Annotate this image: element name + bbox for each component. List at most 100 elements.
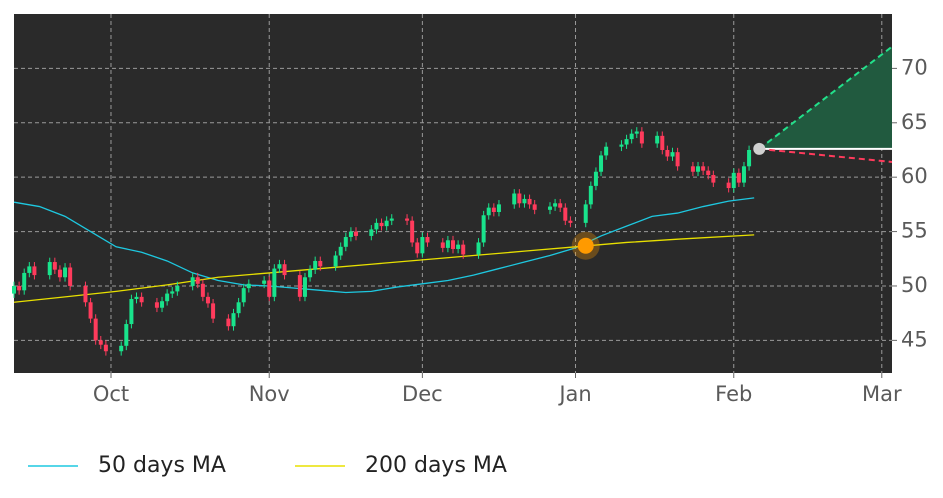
candle-body bbox=[563, 207, 568, 221]
candle-body bbox=[93, 318, 98, 341]
candle-body bbox=[205, 296, 210, 304]
candle-body bbox=[369, 229, 374, 236]
candle-body bbox=[262, 280, 267, 284]
candle-body bbox=[68, 267, 73, 286]
candle-body bbox=[736, 172, 741, 183]
candle-body bbox=[103, 344, 108, 352]
candle-body bbox=[731, 172, 736, 189]
candle-body bbox=[338, 246, 343, 256]
y-tick-label: 45 bbox=[901, 327, 928, 351]
candle-body bbox=[267, 280, 272, 297]
candle-body bbox=[83, 285, 88, 303]
candle-body bbox=[333, 255, 338, 267]
legend-label: 50 days MA bbox=[98, 453, 226, 478]
candle-body bbox=[343, 237, 348, 247]
candle-body bbox=[517, 193, 522, 204]
candle-body bbox=[175, 285, 180, 292]
candle-body bbox=[461, 244, 466, 255]
candle-body bbox=[374, 222, 379, 230]
candle-body bbox=[420, 237, 425, 254]
candle-body bbox=[384, 220, 389, 227]
candle-body bbox=[588, 185, 593, 205]
candle-body bbox=[47, 262, 52, 276]
candle-body bbox=[655, 135, 660, 144]
y-tick-label: 55 bbox=[901, 219, 928, 243]
candle-body bbox=[211, 303, 216, 319]
candle-body bbox=[170, 291, 175, 294]
candle-body bbox=[22, 272, 27, 291]
candle-body bbox=[410, 220, 415, 243]
candle-body bbox=[63, 267, 68, 278]
forecast-upper bbox=[758, 45, 893, 150]
candle-body bbox=[405, 218, 410, 221]
candle-body bbox=[297, 275, 302, 297]
candle-body bbox=[415, 242, 420, 254]
candle-body bbox=[665, 149, 670, 157]
candle-body bbox=[354, 231, 359, 236]
candle-body bbox=[52, 262, 57, 270]
candle-body bbox=[226, 318, 231, 327]
candle-body bbox=[522, 198, 527, 204]
candle-body bbox=[425, 237, 430, 243]
y-tick-label: 70 bbox=[901, 55, 928, 79]
candle-body bbox=[272, 268, 277, 297]
candle-body bbox=[451, 240, 455, 249]
candle-body bbox=[532, 204, 537, 210]
candle-body bbox=[553, 203, 558, 207]
candle-body bbox=[195, 277, 200, 284]
candle-body bbox=[486, 207, 491, 216]
candle-body bbox=[624, 139, 629, 145]
candle-body bbox=[246, 283, 251, 289]
candle-body bbox=[231, 313, 236, 327]
candle-body bbox=[313, 260, 318, 270]
candle-body bbox=[302, 277, 307, 297]
forecast-start bbox=[753, 142, 766, 155]
candle-body bbox=[711, 175, 716, 183]
candle-body bbox=[308, 269, 313, 278]
legend: 50 days MA 200 days MA bbox=[28, 453, 507, 478]
y-tick-label: 65 bbox=[901, 110, 928, 134]
candle-body bbox=[496, 204, 501, 212]
ma-line bbox=[13, 234, 755, 303]
candle-body bbox=[32, 266, 37, 276]
candle-body bbox=[547, 206, 552, 210]
candle-body bbox=[440, 242, 445, 248]
candle-body bbox=[124, 324, 129, 346]
y-tick-label: 60 bbox=[901, 164, 928, 188]
forecast-lower bbox=[759, 147, 893, 163]
x-tick-label: Mar bbox=[862, 382, 902, 406]
candle-body bbox=[593, 171, 598, 186]
candle-body bbox=[527, 198, 532, 205]
candle-body bbox=[639, 131, 644, 144]
candle-body bbox=[696, 166, 701, 172]
candle-body bbox=[747, 149, 752, 167]
candle-body bbox=[476, 242, 481, 255]
candle-body bbox=[558, 203, 563, 208]
candle-body bbox=[481, 215, 486, 243]
candle-body bbox=[160, 301, 165, 308]
candle-body bbox=[119, 345, 124, 352]
candle-body bbox=[445, 240, 450, 248]
candle-body bbox=[57, 269, 62, 278]
candle-body bbox=[236, 302, 241, 314]
highlight-point bbox=[577, 237, 594, 254]
candle-body bbox=[583, 204, 588, 223]
candle-body bbox=[98, 340, 103, 345]
y-tick-label: 50 bbox=[901, 273, 928, 297]
candle-body bbox=[634, 131, 639, 134]
candle-body bbox=[741, 166, 746, 183]
legend-label: 200 days MA bbox=[365, 453, 507, 478]
candle-body bbox=[12, 285, 16, 294]
candle-body bbox=[318, 260, 323, 267]
candle-body bbox=[389, 218, 394, 221]
candle-body bbox=[27, 266, 32, 273]
candle-body bbox=[690, 166, 695, 172]
candle-body bbox=[706, 170, 711, 176]
candle-body bbox=[660, 135, 665, 150]
candle-body bbox=[568, 220, 573, 223]
x-tick-label: Oct bbox=[93, 382, 129, 406]
x-tick-label: Dec bbox=[402, 382, 443, 406]
candle-body bbox=[154, 302, 159, 308]
candle-body bbox=[726, 182, 731, 189]
